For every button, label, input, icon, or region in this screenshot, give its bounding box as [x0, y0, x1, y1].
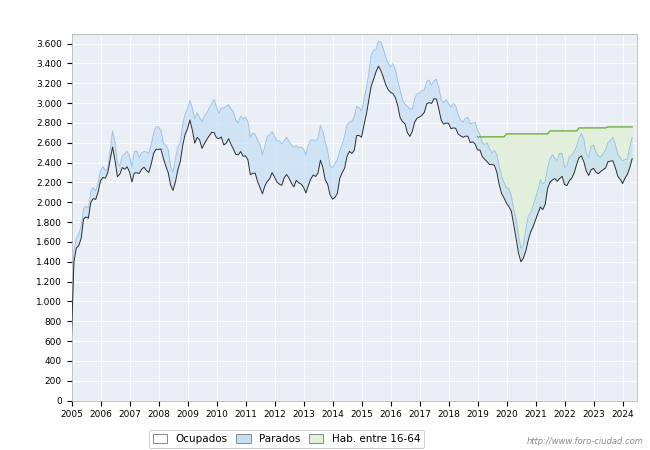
- Text: La Pobla de Mafumet - Evolucion de la poblacion en edad de Trabajar Mayo de 2024: La Pobla de Mafumet - Evolucion de la po…: [65, 12, 585, 22]
- Text: http://www.foro-ciudad.com: http://www.foro-ciudad.com: [526, 436, 644, 446]
- Legend: Ocupados, Parados, Hab. entre 16-64: Ocupados, Parados, Hab. entre 16-64: [148, 430, 424, 449]
